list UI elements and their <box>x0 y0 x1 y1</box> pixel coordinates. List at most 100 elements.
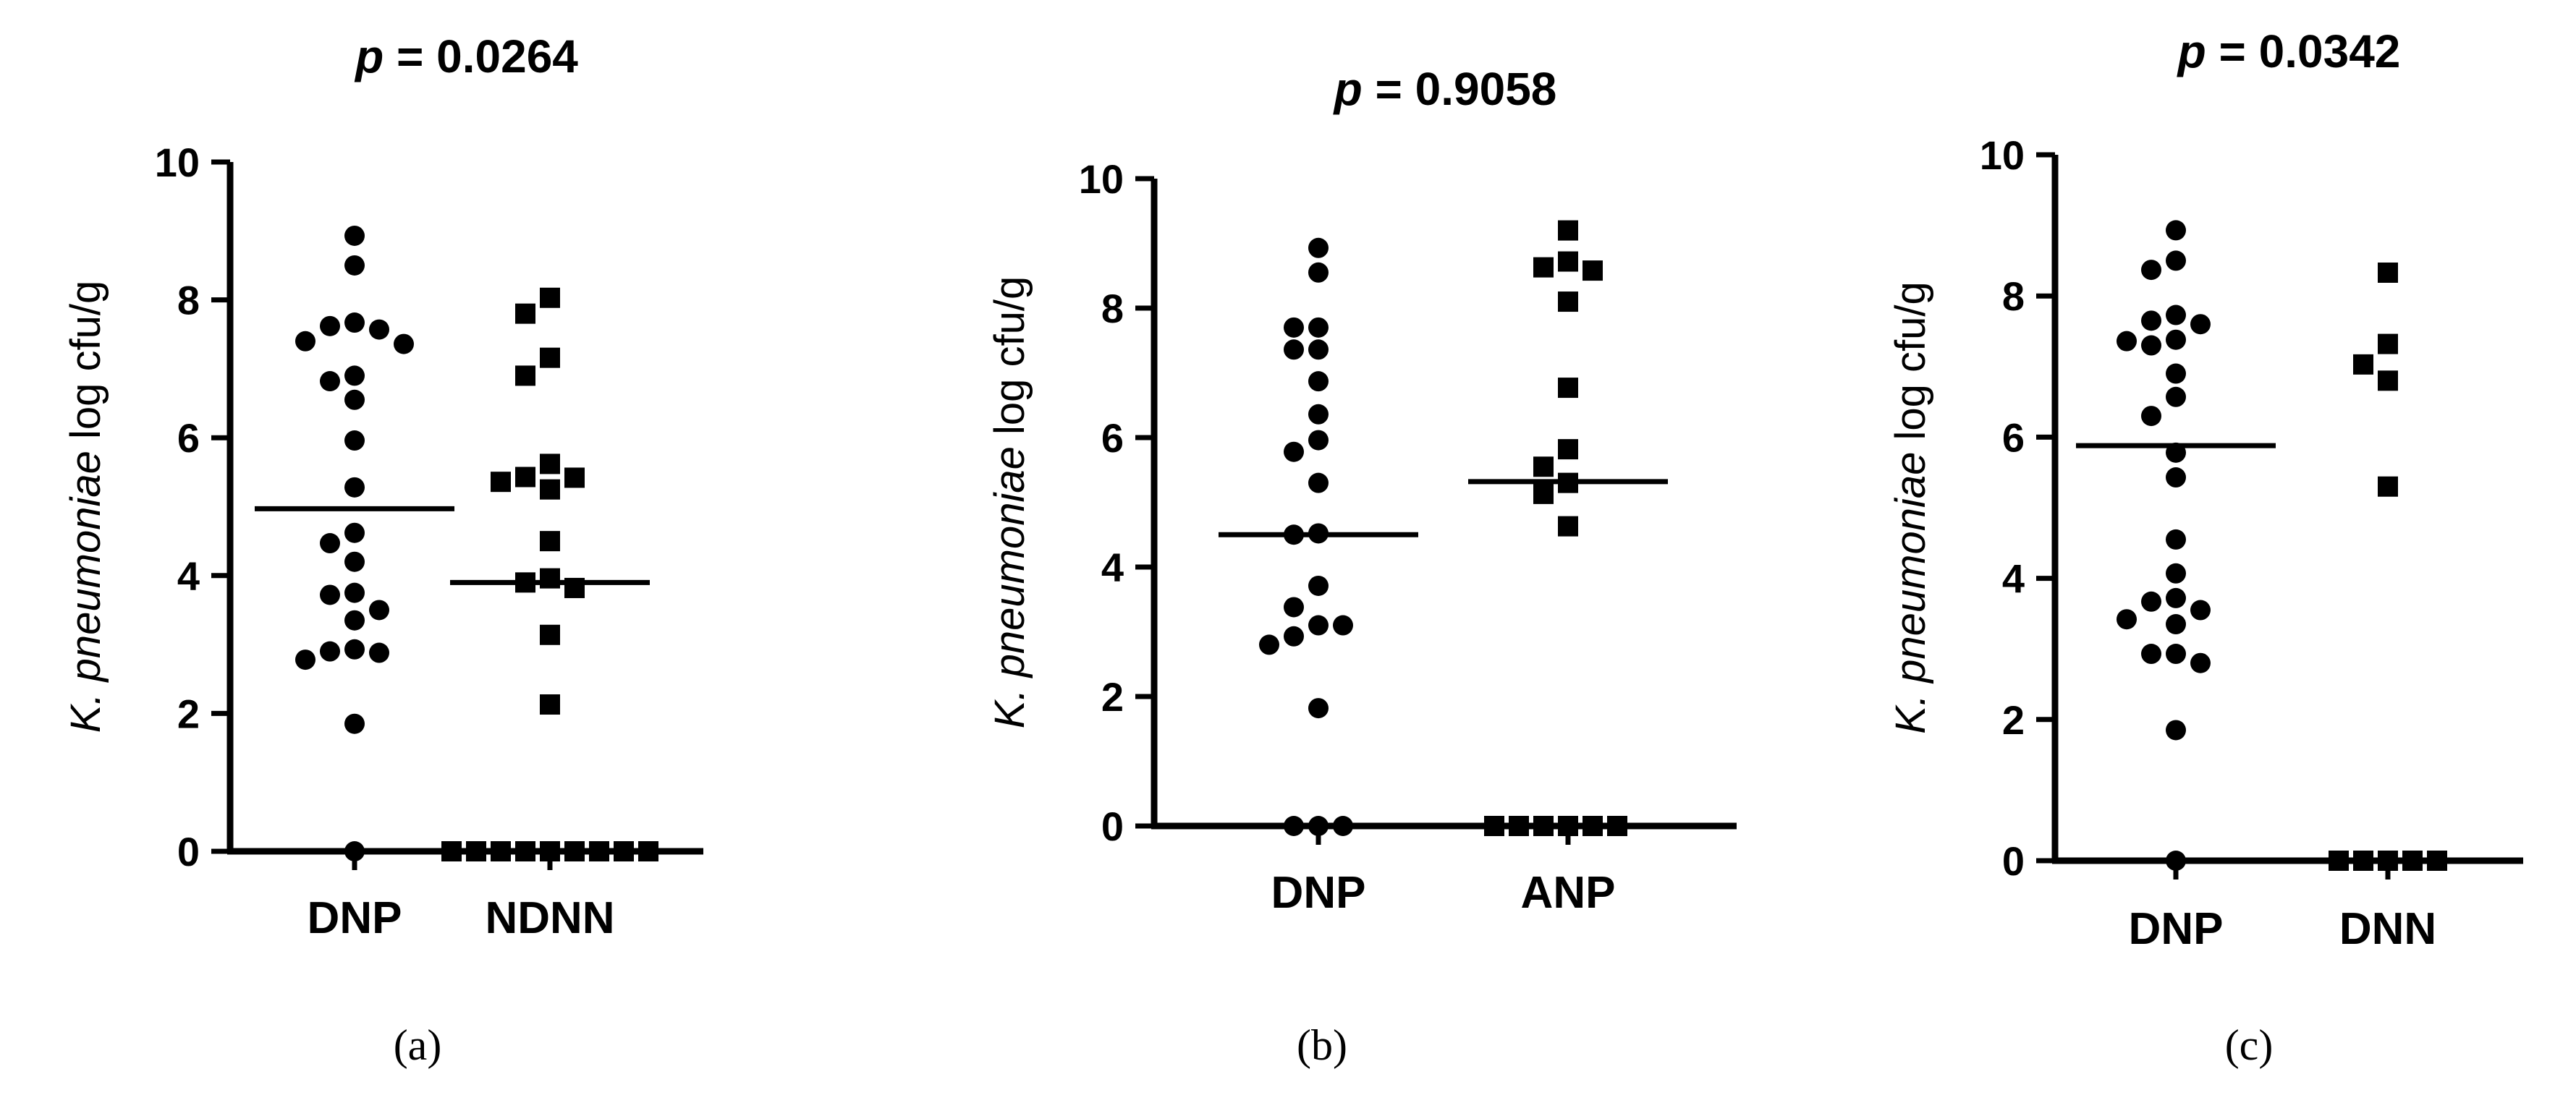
y-axis-label-unit: log cfu/g <box>62 281 109 451</box>
data-point-circle <box>1308 371 1329 392</box>
data-point-square <box>1533 816 1554 836</box>
data-point-circle <box>2166 220 2186 241</box>
data-point-circle <box>1308 404 1329 425</box>
data-point-circle <box>1308 615 1329 636</box>
data-point-square <box>540 479 560 500</box>
data-point-circle <box>320 584 340 605</box>
data-point-square <box>1558 251 1578 272</box>
y-tick-label: 4 <box>177 553 200 599</box>
data-point-square <box>2378 370 2398 391</box>
data-point-circle <box>2166 305 2186 325</box>
p-value-symbol: p <box>1333 63 1363 115</box>
y-axis-label-italic: K. pneumoniae <box>1887 452 1934 734</box>
data-point-square <box>2378 851 2398 871</box>
data-point-square <box>638 841 658 861</box>
y-tick-label: 0 <box>177 829 200 874</box>
data-point-circle <box>344 582 365 603</box>
chart-panel-3: p = 0.0342 K. pneumoniae log cfu/g 0 2 4 6 8 10… <box>1887 25 2523 1069</box>
data-point-circle <box>2117 609 2137 630</box>
data-point-circle <box>344 389 365 410</box>
p-value-text: = 0.0264 <box>384 30 578 82</box>
y-tick-label: 0 <box>1101 804 1124 849</box>
data-point-square <box>540 287 560 308</box>
data-point-circle <box>2166 363 2186 384</box>
data-point-square <box>1558 816 1578 836</box>
y-tick-label: 10 <box>155 140 200 185</box>
chart-panel-1: p = 0.0264 K. pneumoniae log cfu/g 0 2 4 6 8 10… <box>62 30 703 1069</box>
data-point-square <box>2329 851 2349 871</box>
data-point-circle <box>320 371 340 392</box>
data-point-circle <box>2166 720 2186 741</box>
y-tick-label: 6 <box>177 415 200 461</box>
data-point-circle <box>2141 644 2161 665</box>
data-point-square <box>515 303 535 324</box>
y-tick-label: 6 <box>1101 415 1124 461</box>
data-point-circle <box>344 430 365 451</box>
data-point-circle <box>1284 626 1304 647</box>
y-tick-label: 2 <box>2002 697 2025 743</box>
data-point-circle <box>344 312 365 333</box>
data-point-circle <box>2166 467 2186 488</box>
y-axis-label-italic: K. pneumoniae <box>986 446 1033 728</box>
data-point-square <box>1533 456 1554 477</box>
data-point-circle <box>344 841 365 861</box>
data-point-circle <box>1308 472 1329 493</box>
data-point-circle <box>344 365 365 386</box>
data-point-square <box>2353 354 2373 375</box>
data-point-square <box>1533 257 1554 278</box>
data-point-circle <box>1308 339 1329 360</box>
data-point-circle <box>2166 563 2186 584</box>
data-point-circle <box>320 641 340 662</box>
data-point-square <box>515 365 535 386</box>
y-axis-label: K. pneumoniae log cfu/g <box>62 281 109 733</box>
data-point-square <box>466 841 486 861</box>
data-point-square <box>540 841 560 861</box>
data-point-square <box>540 453 560 474</box>
data-point-circle <box>1308 430 1329 451</box>
y-tick-label: 6 <box>2002 414 2025 460</box>
p-value-symbol: p <box>354 30 384 82</box>
data-point-square <box>2378 262 2398 283</box>
data-point-circle <box>1308 698 1329 719</box>
data-point-circle <box>1308 262 1329 283</box>
data-point-circle <box>1284 597 1304 618</box>
data-point-circle <box>2141 591 2161 612</box>
data-point-circle <box>2166 587 2186 608</box>
data-point-circle <box>2166 614 2186 635</box>
x-category-label: ANP <box>1521 868 1616 918</box>
data-point-circle <box>2141 406 2161 427</box>
y-tick-label: 10 <box>1079 156 1124 202</box>
y-tick-label: 8 <box>177 278 200 323</box>
data-point-square <box>1558 220 1578 241</box>
data-point-circle <box>295 331 315 352</box>
y-axis-label-unit: log cfu/g <box>1887 281 1934 451</box>
x-category-label: DNP <box>308 893 402 943</box>
data-point-square <box>1607 816 1627 836</box>
data-point-square <box>491 841 511 861</box>
data-point-circle <box>344 610 365 631</box>
data-point-circle <box>1308 575 1329 596</box>
data-point-circle <box>344 639 365 660</box>
data-point-circle <box>344 477 365 498</box>
data-point-square <box>1583 816 1603 836</box>
data-point-square <box>540 347 560 368</box>
data-point-square <box>614 841 634 861</box>
data-point-square <box>540 531 560 552</box>
data-point-circle <box>2190 600 2211 621</box>
data-point-square <box>1558 378 1578 399</box>
panel-label: (c) <box>2225 1021 2274 1069</box>
data-point-square <box>515 467 535 487</box>
y-axis-label-italic: K. pneumoniae <box>62 451 109 733</box>
data-point-circle <box>2190 652 2211 673</box>
data-point-circle <box>1284 317 1304 338</box>
data-point-square <box>1533 483 1554 504</box>
data-point-circle <box>2166 329 2186 350</box>
chart-title: p = 0.0342 <box>2177 25 2401 77</box>
data-point-circle <box>1333 615 1353 636</box>
chart-title: p = 0.9058 <box>1333 63 1557 115</box>
data-point-circle <box>1284 441 1304 462</box>
x-category-label: DNP <box>1271 868 1366 918</box>
data-point-circle <box>1308 816 1329 836</box>
